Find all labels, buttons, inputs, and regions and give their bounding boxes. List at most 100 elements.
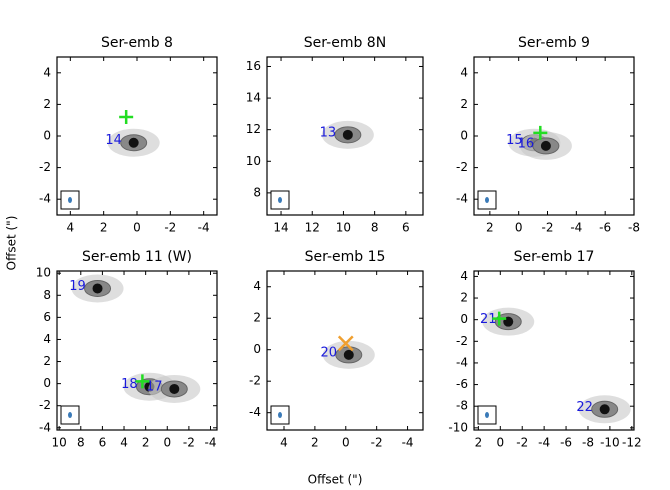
panel-frame	[266, 270, 424, 431]
y-tick-label: -4	[456, 192, 468, 206]
beam	[68, 197, 72, 203]
y-tick-label: 8	[253, 185, 261, 199]
x-tick-label: 8	[371, 221, 379, 235]
emission-core	[92, 283, 103, 294]
x-tick-label: 0	[133, 221, 141, 235]
emission-core	[343, 349, 354, 360]
y-tick-label: -2	[39, 160, 51, 174]
x-tick-label: 2	[142, 436, 150, 450]
y-tick-label: 4	[43, 65, 51, 79]
source-label: 14	[105, 133, 122, 148]
y-tick-label: 4	[460, 65, 468, 79]
image-area	[474, 271, 634, 430]
y-tick-label: 0	[43, 129, 51, 143]
image-area	[57, 271, 217, 430]
emission-core	[599, 404, 610, 415]
source-label: 20	[321, 345, 338, 360]
x-tick-label: -4	[570, 221, 582, 235]
x-tick-label: 10	[336, 221, 351, 235]
image-area	[267, 271, 423, 430]
panel-title: Ser-emb 17	[514, 249, 595, 265]
position-marker	[337, 335, 354, 352]
x-tick-label: 4	[67, 221, 75, 235]
x-tick-label: -4	[402, 436, 414, 450]
source-label: 13	[320, 125, 337, 140]
y-tick-label: 4	[253, 279, 261, 293]
x-tick-label: -2	[183, 436, 195, 450]
x-tick-label: 2	[486, 221, 494, 235]
x-tick-label: 0	[163, 436, 171, 450]
y-tick-label: -2	[39, 398, 51, 412]
y-tick-label: 12	[246, 122, 261, 136]
x-tick-label: -4	[205, 436, 217, 450]
x-tick-label: -2	[164, 221, 176, 235]
x-tick-label: 6	[402, 221, 410, 235]
y-tick-label: -4	[456, 355, 468, 369]
source-label: 16	[518, 136, 535, 151]
source-label: 17	[146, 379, 163, 394]
x-tick-label: 14	[273, 221, 288, 235]
y-tick-label: 6	[43, 310, 51, 324]
y-tick-label: 2	[43, 354, 51, 368]
x-tick-label: 2	[475, 436, 483, 450]
position-marker	[492, 311, 507, 326]
x-tick-label: -2	[371, 436, 383, 450]
beam	[278, 197, 282, 203]
panel-title: Ser-emb 15	[305, 249, 386, 265]
y-tick-label: 2	[43, 97, 51, 111]
x-tick-label: 10	[52, 436, 67, 450]
source-label: 15	[506, 133, 523, 148]
position-marker	[135, 374, 150, 389]
x-axis-label: Offset (")	[308, 473, 363, 487]
panel-title: Ser-emb 8N	[304, 35, 386, 51]
image-area	[474, 57, 634, 215]
x-tick-label: -4	[198, 221, 210, 235]
emission-core	[128, 137, 139, 148]
x-tick-label: -2	[542, 221, 554, 235]
y-tick-label: 8	[43, 288, 51, 302]
x-tick-label: -10	[600, 436, 620, 450]
emission-core	[342, 129, 353, 140]
image-area	[57, 57, 217, 215]
y-tick-label: 2	[460, 291, 468, 305]
panel-frame	[473, 270, 635, 431]
emission-core	[169, 383, 180, 394]
y-tick-label: 10	[246, 154, 261, 168]
beam-box	[60, 190, 80, 210]
y-tick-label: -4	[39, 192, 51, 206]
x-tick-label: -6	[599, 221, 611, 235]
y-axis-label: Offset (")	[5, 216, 19, 271]
x-tick-label: 4	[120, 436, 128, 450]
x-tick-label: -2	[516, 436, 528, 450]
y-tick-label: 0	[43, 376, 51, 390]
panel-title: Ser-emb 11 (W)	[82, 249, 192, 265]
y-tick-label: 2	[253, 311, 261, 325]
beam	[278, 412, 282, 418]
y-tick-label: 0	[460, 312, 468, 326]
y-tick-label: -4	[39, 420, 51, 434]
beam-box	[270, 190, 290, 210]
x-tick-label: 2	[100, 221, 108, 235]
panel-title: Ser-emb 8	[101, 35, 173, 51]
y-tick-label: 0	[460, 129, 468, 143]
y-tick-label: -6	[456, 377, 468, 391]
y-tick-label: -2	[456, 334, 468, 348]
x-tick-label: -12	[622, 436, 642, 450]
x-tick-label: -8	[628, 221, 640, 235]
beam-box	[60, 405, 80, 425]
source-label: 22	[576, 400, 593, 415]
y-tick-label: -2	[249, 374, 261, 388]
y-tick-label: 16	[246, 59, 261, 73]
panel-frame	[266, 56, 424, 216]
y-tick-label: -4	[249, 405, 261, 419]
y-tick-label: -10	[448, 420, 468, 434]
x-tick-label: 0	[515, 221, 523, 235]
source-label: 21	[480, 312, 497, 327]
beam-box	[477, 405, 497, 425]
x-tick-label: -8	[582, 436, 594, 450]
emission-core	[540, 140, 551, 151]
image-area	[267, 57, 423, 215]
x-tick-label: -4	[538, 436, 550, 450]
y-tick-label: 2	[460, 97, 468, 111]
source-label: 18	[121, 377, 138, 392]
